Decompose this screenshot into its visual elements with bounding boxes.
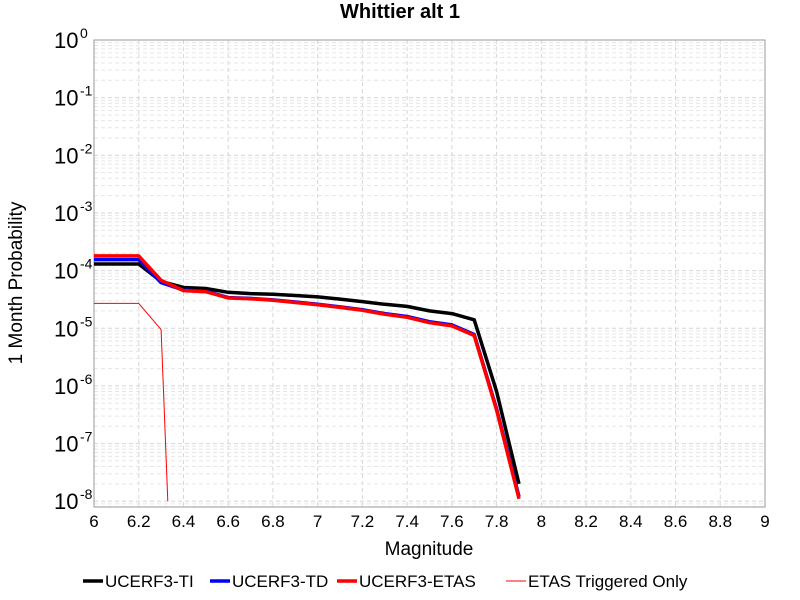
legend-label: ETAS Triggered Only	[528, 572, 688, 591]
x-tick-label: 6.6	[216, 512, 240, 531]
y-tick-base: 10	[54, 143, 78, 168]
y-tick-exponent: -5	[80, 313, 93, 329]
y-tick-exponent: -6	[80, 371, 93, 387]
y-tick-label: 10 -4	[54, 256, 93, 284]
y-tick-exponent: -4	[80, 256, 93, 272]
y-tick-exponent: -8	[80, 486, 93, 502]
y-tick-label: 10 0	[54, 25, 88, 53]
chart-title: Whittier alt 1	[340, 1, 460, 23]
y-tick-exponent: -1	[80, 83, 93, 99]
x-axis-ticks: 6 6.2 6.4 6.6 6.8 7 7.2 7.4 7.6 7.8 8 8.2 8.4 8.6 8.8 9	[89, 512, 769, 531]
plot-area-frame	[93, 39, 766, 508]
x-tick-label: 6.4	[172, 512, 196, 531]
y-tick-label: 10 -2	[54, 140, 93, 168]
y-tick-base: 10	[54, 374, 78, 399]
y-tick-label: 10 -8	[54, 486, 93, 514]
x-tick-label: 8.8	[708, 512, 732, 531]
y-tick-label: 10 -5	[54, 313, 93, 341]
y-tick-base: 10	[54, 259, 78, 284]
y-tick-exponent: -3	[80, 198, 93, 214]
y-tick-exponent: 0	[80, 25, 88, 41]
legend-label: UCERF3-ETAS	[359, 572, 476, 591]
legend-item: UCERF3-TD	[210, 572, 328, 591]
y-tick-base: 10	[54, 432, 78, 457]
y-tick-label: 10 -1	[54, 83, 93, 111]
x-tick-label: 8.6	[664, 512, 688, 531]
x-tick-label: 6.8	[261, 512, 285, 531]
legend-item: UCERF3-TI	[83, 572, 194, 591]
y-axis-label: 1 Month Probability	[6, 201, 27, 364]
x-tick-label: 9	[760, 512, 769, 531]
legend-label: UCERF3-TI	[105, 572, 194, 591]
legend-item: UCERF3-ETAS	[337, 572, 476, 591]
x-axis-label: Magnitude	[385, 539, 474, 560]
legend: UCERF3-TI UCERF3-TD UCERF3-ETAS ETAS Trigge…	[83, 572, 688, 591]
legend-label: UCERF3-TD	[232, 572, 328, 591]
grid	[93, 39, 766, 508]
x-tick-label: 8.4	[619, 512, 643, 531]
y-tick-base: 10	[54, 489, 78, 514]
x-tick-label: 8.2	[574, 512, 598, 531]
series-line-etas-triggered-only	[94, 302, 169, 502]
x-tick-label: 7	[313, 512, 322, 531]
x-tick-label: 7.6	[440, 512, 464, 531]
x-tick-label: 6	[89, 512, 98, 531]
y-tick-exponent: -2	[80, 140, 93, 156]
y-tick-label: 10 -7	[54, 429, 93, 457]
x-tick-label: 7.4	[395, 512, 419, 531]
series-line-ucerf3-etas	[94, 254, 521, 500]
x-tick-label: 8	[537, 512, 546, 531]
x-tick-label: 6.2	[127, 512, 151, 531]
x-tick-label: 7.8	[485, 512, 509, 531]
y-tick-exponent: -7	[80, 429, 93, 445]
y-tick-label: 10 -6	[54, 371, 93, 399]
y-tick-base: 10	[54, 86, 78, 111]
x-tick-label: 7.2	[351, 512, 375, 531]
y-tick-label: 10 -3	[54, 198, 93, 226]
y-tick-base: 10	[54, 28, 78, 53]
y-tick-base: 10	[54, 316, 78, 341]
y-tick-base: 10	[54, 201, 78, 226]
series-line-ucerf3-ti	[94, 262, 521, 485]
series-layer	[94, 254, 521, 502]
legend-item: ETAS Triggered Only	[506, 572, 688, 591]
